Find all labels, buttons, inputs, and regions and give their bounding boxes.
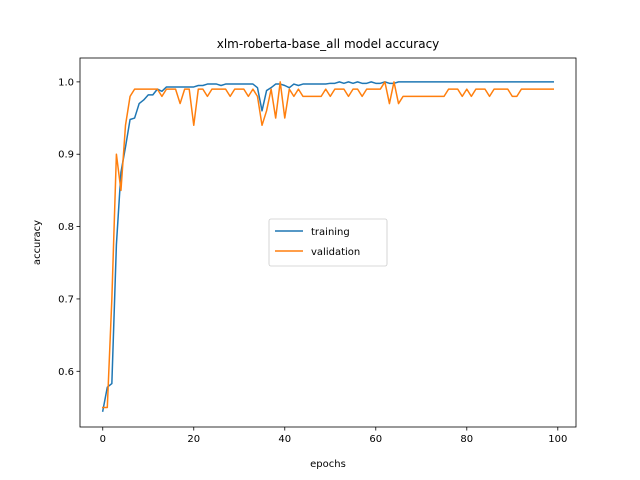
x-tick-label: 100 [548,434,567,445]
legend-label-validation: validation [311,247,360,258]
x-tick-label: 40 [278,434,291,445]
y-tick-label: 0.8 [58,222,74,233]
series-line-training [101,81,554,412]
axis-ticks: 0 20 40 60 80 100 0.6 0.7 0.8 0.9 1.0 [58,77,567,445]
series-line-validation [102,81,554,409]
x-tick-label: 80 [460,434,473,445]
y-tick-label: 0.9 [58,150,74,161]
y-tick-label: 0.7 [58,294,74,305]
y-tick-label: 1.0 [58,77,74,88]
x-tick-label: 20 [187,434,200,445]
y-axis-label: accuracy [32,220,43,265]
series-layer [101,81,554,412]
plot-frame [79,57,577,428]
legend: training validation [268,218,388,267]
x-axis-label: epochs [310,459,346,470]
x-tick-label: 0 [100,434,106,445]
legend-label-training: training [311,227,350,238]
y-tick-label: 0.6 [58,367,74,378]
x-tick-label: 60 [369,434,382,445]
chart-title: xlm-roberta-base_all model accuracy [217,37,440,51]
